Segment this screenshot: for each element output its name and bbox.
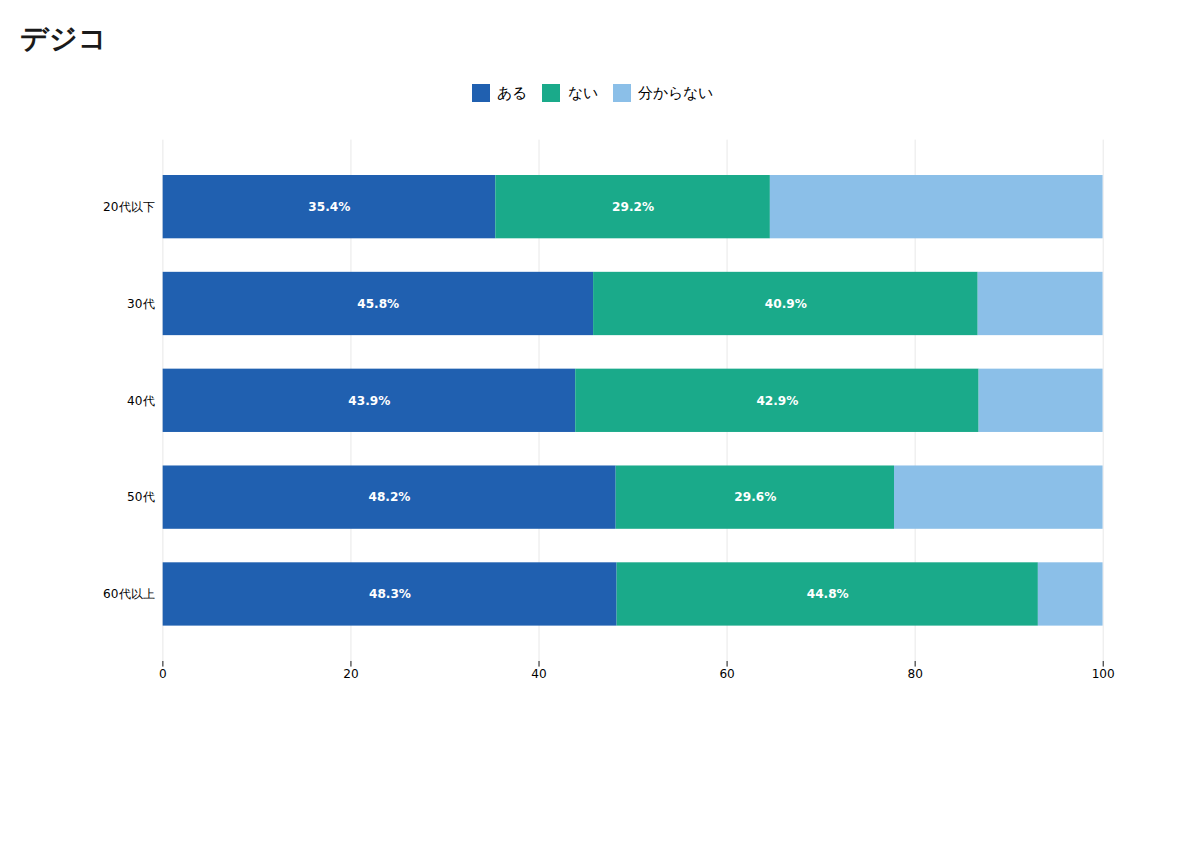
- svg-text:50代: 50代: [127, 490, 154, 504]
- svg-text:35.4%: 35.4%: [308, 200, 350, 214]
- html-text:ある: ある: [497, 82, 528, 102]
- svg-text:42.9%: 42.9%: [756, 394, 798, 408]
- svg-text:40代: 40代: [127, 394, 154, 408]
- svg-text:29.6%: 29.6%: [734, 490, 776, 504]
- svg-text:20: 20: [343, 667, 358, 681]
- svg-text:43.9%: 43.9%: [348, 394, 390, 408]
- svg-text:100: 100: [1092, 667, 1115, 681]
- svg-text:44.8%: 44.8%: [807, 587, 849, 601]
- svg-text:0: 0: [159, 667, 167, 681]
- svg-text:20代以下: 20代以下: [103, 200, 154, 214]
- svg-text:30代: 30代: [127, 297, 154, 311]
- svg-text:48.3%: 48.3%: [369, 587, 411, 601]
- svg-text:60代以上: 60代以上: [103, 587, 154, 601]
- svg-text:29.2%: 29.2%: [612, 200, 654, 214]
- svg-text:48.2%: 48.2%: [369, 490, 411, 504]
- svg-text:40.9%: 40.9%: [765, 297, 807, 311]
- svg-text:45.8%: 45.8%: [357, 297, 399, 311]
- html-text:デジコ: デジコ: [20, 22, 107, 55]
- svg-text:80: 80: [907, 667, 922, 681]
- html-text:分からない: 分からない: [638, 82, 714, 102]
- svg-text:40: 40: [531, 667, 546, 681]
- html-text:ない: ない: [567, 82, 598, 102]
- svg-text:60: 60: [719, 667, 734, 681]
